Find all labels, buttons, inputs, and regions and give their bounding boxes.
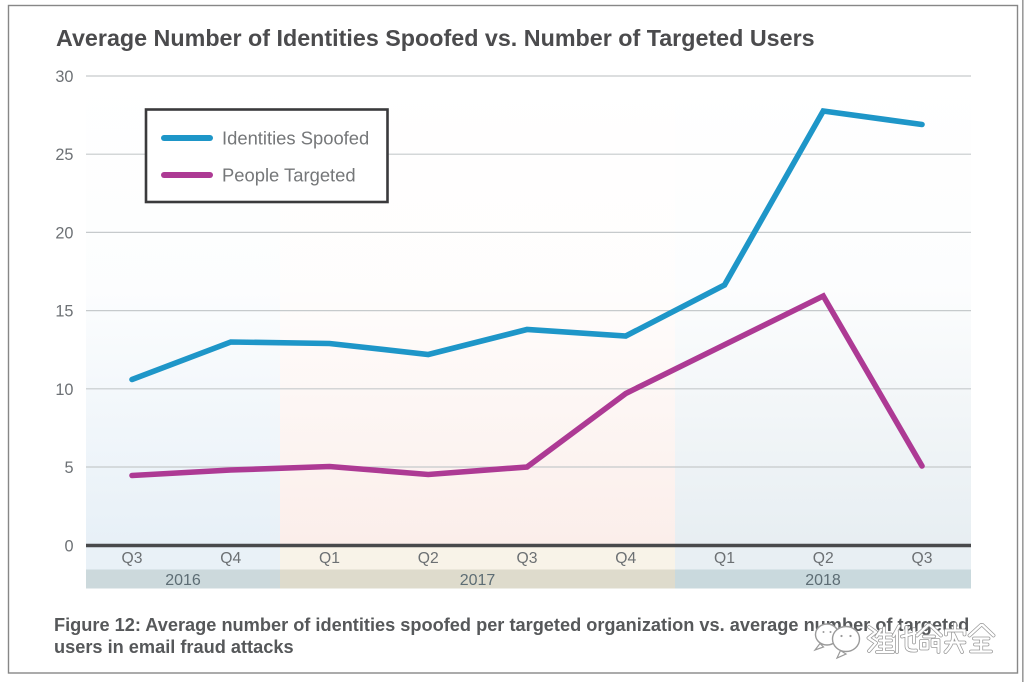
svg-text:15: 15 — [55, 303, 73, 321]
svg-text:Q2: Q2 — [813, 550, 834, 567]
svg-text:Q3: Q3 — [122, 550, 143, 567]
svg-text:Q1: Q1 — [319, 550, 340, 567]
svg-text:People Targeted: People Targeted — [222, 165, 356, 186]
svg-text:2016: 2016 — [165, 572, 201, 589]
svg-text:Q2: Q2 — [418, 550, 439, 567]
svg-text:0: 0 — [64, 538, 73, 556]
svg-text:users in email fraud attacks: users in email fraud attacks — [54, 637, 294, 657]
svg-text:25: 25 — [55, 146, 73, 164]
svg-text:Q4: Q4 — [615, 550, 636, 567]
svg-text:Q3: Q3 — [517, 550, 538, 567]
svg-text:20: 20 — [55, 224, 73, 242]
svg-text:Q4: Q4 — [220, 550, 241, 567]
svg-text:Q3: Q3 — [912, 550, 933, 567]
svg-text:2018: 2018 — [805, 572, 841, 589]
svg-text:10: 10 — [55, 381, 73, 399]
svg-text:2017: 2017 — [460, 572, 496, 589]
svg-text:5: 5 — [64, 459, 73, 477]
svg-text:Q1: Q1 — [714, 550, 735, 567]
svg-text:Identities Spoofed: Identities Spoofed — [222, 128, 369, 149]
svg-text:30: 30 — [55, 68, 73, 86]
svg-text:Figure 12: Average number of i: Figure 12: Average number of identities … — [54, 615, 969, 635]
svg-text:Average Number of Identities S: Average Number of Identities Spoofed vs.… — [56, 25, 815, 51]
